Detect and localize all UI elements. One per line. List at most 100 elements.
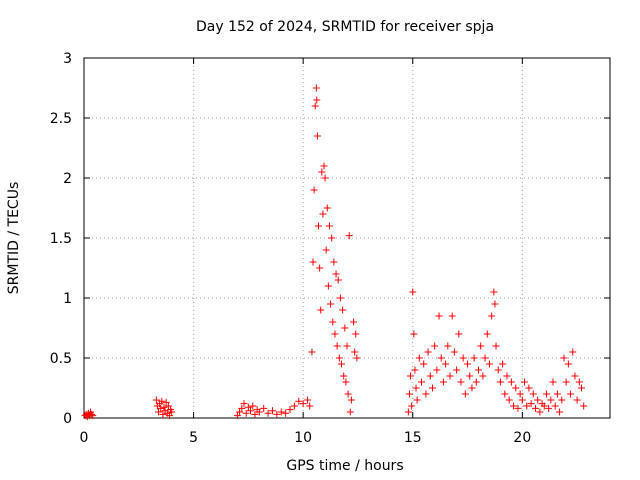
data-point xyxy=(409,288,417,296)
data-point xyxy=(273,410,281,418)
data-point xyxy=(523,402,531,410)
data-point xyxy=(444,342,452,350)
data-point xyxy=(236,408,244,416)
data-point xyxy=(313,132,321,140)
data-point xyxy=(316,264,324,272)
data-point xyxy=(562,378,570,386)
data-point xyxy=(569,348,577,356)
data-point xyxy=(479,372,487,380)
x-tick-label: 15 xyxy=(404,430,422,446)
data-point xyxy=(264,409,272,417)
data-point xyxy=(404,408,412,416)
data-point xyxy=(159,410,167,418)
data-point xyxy=(549,378,557,386)
data-point xyxy=(282,409,290,417)
data-points xyxy=(81,84,588,421)
data-point xyxy=(160,403,168,411)
data-point xyxy=(450,348,458,356)
data-point xyxy=(295,397,303,405)
data-point xyxy=(413,396,421,404)
data-point xyxy=(466,372,474,380)
data-point xyxy=(168,408,176,416)
data-point xyxy=(516,390,524,398)
data-point xyxy=(446,372,454,380)
data-point xyxy=(321,174,329,182)
data-point xyxy=(329,318,337,326)
data-point xyxy=(514,404,522,412)
x-tick-label: 0 xyxy=(80,430,89,446)
data-point xyxy=(328,234,336,242)
y-tick-label: 1 xyxy=(63,291,72,307)
data-point xyxy=(255,408,263,416)
data-point xyxy=(573,396,581,404)
data-point xyxy=(488,312,496,320)
data-point xyxy=(313,96,321,104)
data-point xyxy=(155,408,163,416)
data-point xyxy=(521,378,529,386)
data-point xyxy=(233,412,241,420)
data-point xyxy=(499,360,507,368)
data-point xyxy=(507,378,515,386)
data-point xyxy=(249,402,257,410)
data-point xyxy=(157,404,165,412)
data-point xyxy=(286,406,294,414)
grid-lines xyxy=(84,58,610,418)
data-point xyxy=(412,384,420,392)
data-point xyxy=(415,354,423,362)
data-point xyxy=(448,312,456,320)
data-point xyxy=(558,396,566,404)
data-point xyxy=(251,410,259,418)
data-point xyxy=(312,84,320,92)
data-point xyxy=(323,204,331,212)
data-point xyxy=(420,360,428,368)
data-point xyxy=(240,400,248,408)
data-point xyxy=(457,378,465,386)
data-point xyxy=(410,330,418,338)
data-point xyxy=(244,403,252,411)
data-point xyxy=(494,366,502,374)
data-point xyxy=(547,396,555,404)
y-tick-label: 2.5 xyxy=(50,111,72,127)
data-point xyxy=(346,408,354,416)
data-point xyxy=(320,162,328,170)
data-point xyxy=(475,366,482,374)
y-tick-label: 0 xyxy=(63,411,72,427)
data-point xyxy=(351,348,359,356)
data-point xyxy=(491,300,499,308)
data-point xyxy=(315,222,323,230)
data-point xyxy=(503,372,511,380)
data-point xyxy=(433,366,441,374)
data-point xyxy=(510,402,518,410)
data-point xyxy=(332,270,340,278)
data-point xyxy=(268,407,276,415)
data-point xyxy=(331,330,339,338)
data-point xyxy=(299,400,307,408)
data-point xyxy=(455,330,463,338)
data-point xyxy=(407,372,415,380)
data-point xyxy=(277,408,285,416)
data-point xyxy=(453,366,461,374)
data-point xyxy=(529,390,537,398)
y-tick-label: 3 xyxy=(63,51,72,67)
data-point xyxy=(556,408,564,416)
data-point xyxy=(260,404,268,412)
data-point xyxy=(485,360,493,368)
data-point xyxy=(501,390,509,398)
data-point xyxy=(527,400,535,408)
chart-title: Day 152 of 2024, SRMTID for receiver spj… xyxy=(196,19,494,35)
data-point xyxy=(464,360,472,368)
data-point xyxy=(472,378,480,386)
data-point xyxy=(461,390,469,398)
data-point xyxy=(580,402,588,410)
data-point xyxy=(308,348,316,356)
data-point xyxy=(165,412,173,420)
data-point xyxy=(330,258,338,266)
data-point xyxy=(162,398,170,406)
data-point xyxy=(496,378,504,386)
data-point xyxy=(512,384,520,392)
axis-ticks xyxy=(83,57,610,419)
y-tick-label: 1.5 xyxy=(50,231,72,247)
data-point xyxy=(350,318,358,326)
data-point xyxy=(426,372,434,380)
data-point xyxy=(477,342,485,350)
